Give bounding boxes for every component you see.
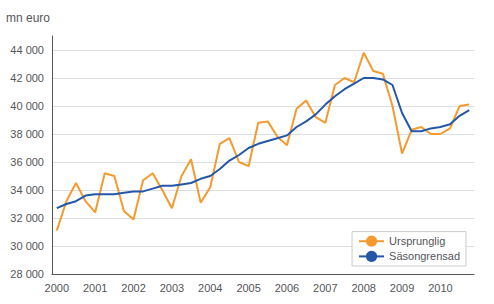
svg-text:2010: 2010 (428, 282, 452, 294)
svg-text:30 000: 30 000 (10, 240, 44, 252)
svg-text:mn euro: mn euro (6, 11, 50, 25)
svg-text:2006: 2006 (275, 282, 299, 294)
svg-text:36 000: 36 000 (10, 156, 44, 168)
svg-text:32 000: 32 000 (10, 212, 44, 224)
svg-text:34 000: 34 000 (10, 184, 44, 196)
svg-text:2000: 2000 (45, 282, 69, 294)
svg-text:42 000: 42 000 (10, 72, 44, 84)
svg-text:2005: 2005 (236, 282, 260, 294)
svg-text:2002: 2002 (121, 282, 145, 294)
svg-text:28 000: 28 000 (10, 268, 44, 280)
svg-text:2003: 2003 (160, 282, 184, 294)
svg-text:2008: 2008 (351, 282, 375, 294)
svg-text:2004: 2004 (198, 282, 222, 294)
svg-text:2001: 2001 (83, 282, 107, 294)
svg-text:44 000: 44 000 (10, 44, 44, 56)
svg-text:2007: 2007 (313, 282, 337, 294)
svg-text:2009: 2009 (390, 282, 414, 294)
svg-text:38 000: 38 000 (10, 128, 44, 140)
svg-text:40 000: 40 000 (10, 100, 44, 112)
svg-text:Säsongrensad: Säsongrensad (389, 250, 460, 262)
svg-text:Ursprunglig: Ursprunglig (389, 235, 445, 247)
